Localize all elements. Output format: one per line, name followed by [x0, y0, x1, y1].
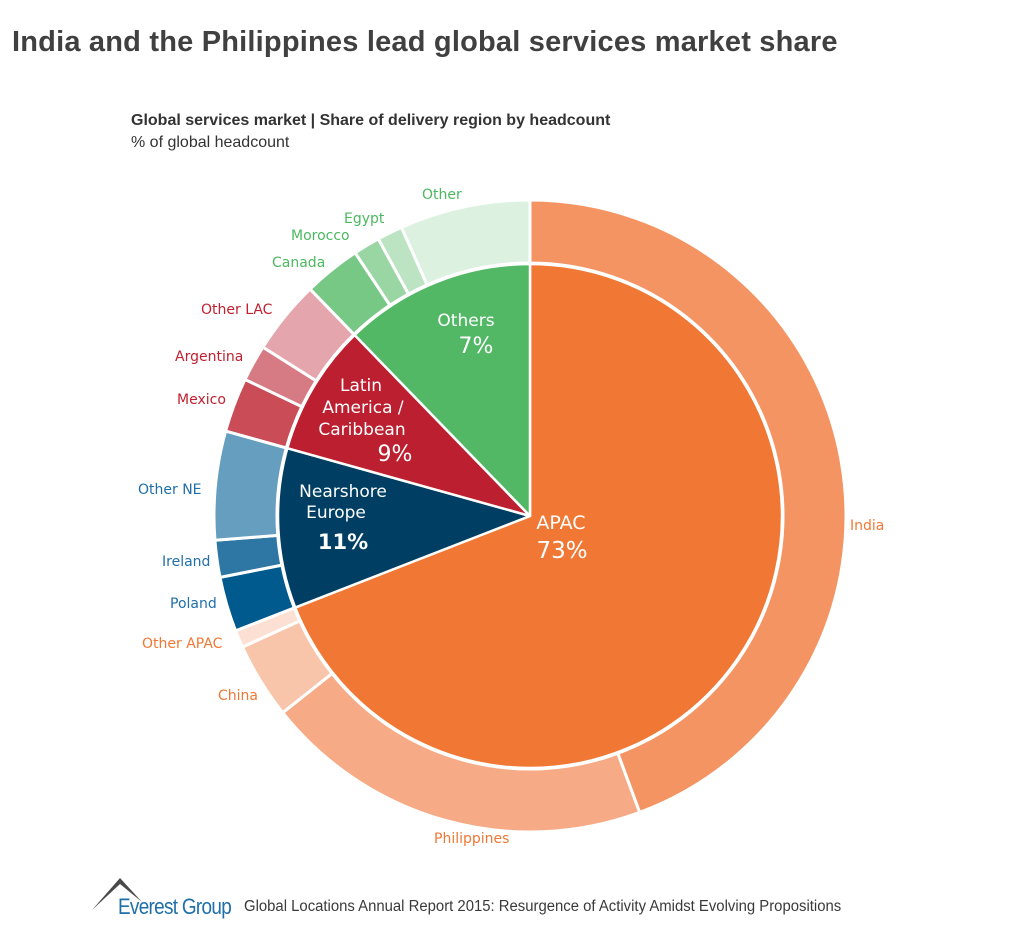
inner-ring	[276, 262, 784, 770]
svg-text:73%: 73%	[536, 538, 587, 564]
label-india: India	[850, 518, 884, 534]
label-nearshore-europe: Nearshore Europe 11%	[299, 482, 387, 554]
svg-text:7%: 7%	[459, 334, 494, 359]
page-title: India and the Philippines lead global se…	[12, 26, 838, 58]
brand-name: Everest Group	[118, 894, 232, 919]
inner-slice-latin-america-caribbean	[286, 333, 532, 518]
inner-slice-apac	[293, 262, 784, 770]
outer-ring	[212, 198, 848, 834]
inner-slice-others	[353, 262, 532, 518]
inner-slice-nearshore-europe	[276, 446, 532, 609]
svg-text:Caribbean: Caribbean	[318, 420, 405, 440]
label-other-ne: Other NE	[138, 482, 202, 498]
chart-unit-label: % of global headcount	[131, 134, 290, 151]
svg-text:Europe: Europe	[306, 503, 366, 523]
outer-slice-other-ne	[212, 429, 289, 542]
label-argentina: Argentina	[175, 349, 243, 365]
label-mexico: Mexico	[177, 392, 226, 408]
label-philippines: Philippines	[434, 831, 509, 847]
label-poland: Poland	[170, 596, 217, 612]
svg-text:America /: America /	[322, 398, 404, 418]
label-morocco: Morocco	[291, 228, 350, 244]
chart-subtitle: Global services market | Share of delive…	[131, 112, 611, 129]
label-others: Others 7%	[437, 311, 494, 359]
svg-text:APAC: APAC	[536, 512, 585, 534]
svg-text:Others: Others	[437, 311, 494, 331]
label-other-apac: Other APAC	[142, 636, 223, 652]
everest-mountain-logo-icon	[92, 878, 142, 910]
svg-text:Latin: Latin	[340, 376, 382, 396]
label-china: China	[218, 688, 258, 704]
label-ireland: Ireland	[162, 554, 210, 570]
label-other: Other	[422, 187, 462, 203]
report-title: Global Locations Annual Report 2015: Res…	[244, 898, 842, 915]
svg-text:Nearshore: Nearshore	[299, 482, 387, 502]
label-latin-america: Latin America / Caribbean 9%	[318, 376, 412, 467]
svg-text:11%: 11%	[318, 530, 368, 554]
label-canada: Canada	[272, 255, 325, 271]
label-apac: APAC 73%	[536, 512, 587, 564]
label-other-lac: Other LAC	[201, 302, 273, 318]
svg-text:9%: 9%	[378, 442, 413, 467]
label-egypt: Egypt	[344, 211, 385, 227]
